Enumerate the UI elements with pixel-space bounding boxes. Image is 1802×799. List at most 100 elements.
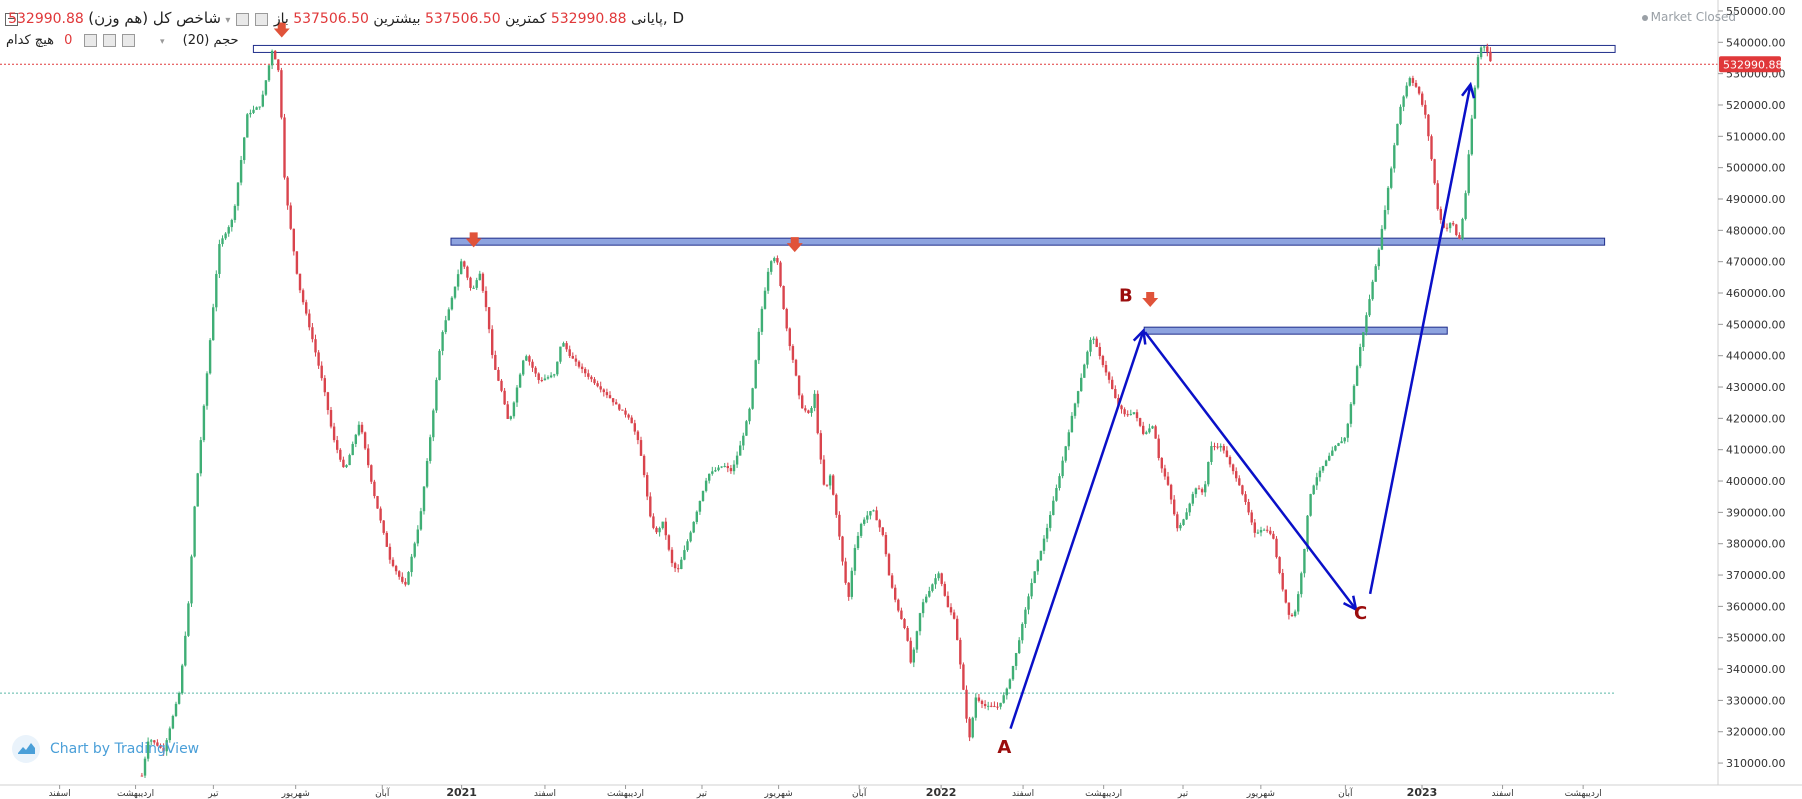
candle-body <box>1182 519 1185 525</box>
candle-body <box>1024 609 1027 624</box>
candle-body <box>233 205 237 220</box>
candle-body <box>664 521 668 536</box>
candle-body <box>940 573 943 584</box>
low-value: 532990.88 <box>550 11 627 27</box>
candle-body <box>208 340 212 374</box>
time-axis[interactable]: اسفند اردیبهشت تیر شهریور آبان 2021 اسفند اردیب… <box>49 785 1602 799</box>
candle-body <box>977 697 981 701</box>
wave-arrow-head <box>1132 327 1147 345</box>
candle-body <box>549 375 553 378</box>
candle-body <box>673 563 677 569</box>
wave-arrow-head <box>1342 595 1358 612</box>
candle-body <box>925 596 928 603</box>
candle-body <box>491 329 494 355</box>
candle-body <box>1331 450 1334 456</box>
candle-body <box>1002 695 1005 703</box>
volume-none-label: هیچ کدام <box>6 33 54 48</box>
wave-arrow-line[interactable] <box>1009 330 1145 729</box>
candle-body <box>825 484 829 486</box>
dropdown-chevron-icon[interactable]: ▾ <box>225 15 231 26</box>
candle-body <box>602 389 606 393</box>
candle-body <box>1219 445 1222 448</box>
candle-body <box>859 523 863 536</box>
candle-body <box>1080 377 1083 392</box>
settings-icon[interactable] <box>121 34 135 47</box>
candle-body <box>1489 51 1492 62</box>
candle-body <box>419 511 423 530</box>
candle-body <box>146 741 150 759</box>
candle-body <box>1228 456 1232 465</box>
collapse-legend-icon[interactable]: − <box>5 12 18 26</box>
candle-body <box>1169 484 1173 500</box>
candle-body <box>1114 389 1117 399</box>
candle-body <box>339 449 342 460</box>
price-axis[interactable]: 310000.00 320000.00 330000.00 340000.00 3500… <box>1718 5 1786 770</box>
candle-body <box>280 70 283 118</box>
candle-body <box>370 465 373 482</box>
candle-body <box>723 466 726 468</box>
candle-body <box>949 607 953 613</box>
candle-body <box>159 745 162 748</box>
candle-body <box>543 378 547 381</box>
candle-body <box>1262 529 1266 531</box>
hide-icon[interactable] <box>235 12 249 26</box>
candle-body <box>683 550 686 560</box>
candle-body <box>500 380 503 391</box>
y-tick-label: 490000.00 <box>1726 193 1786 206</box>
candle-body <box>618 404 621 410</box>
candle-body <box>701 490 705 501</box>
candle-body <box>1300 573 1303 595</box>
wave-arrow-line[interactable] <box>1144 331 1358 611</box>
dropdown-chevron-icon[interactable]: ▾ <box>159 37 165 47</box>
close-label: پایانی <box>631 11 663 27</box>
candle-body <box>1092 338 1095 340</box>
candle-body <box>277 59 280 71</box>
candle-body <box>314 339 317 353</box>
wave-arrows[interactable] <box>1009 81 1476 729</box>
candle-body <box>1433 159 1436 184</box>
candle-body <box>413 543 416 557</box>
candle-body <box>1111 379 1114 390</box>
settings-icon[interactable] <box>255 12 269 26</box>
candle-body <box>286 177 289 206</box>
resistance-zone[interactable] <box>450 237 1606 246</box>
candle-body <box>931 584 934 591</box>
candle-body <box>742 435 745 446</box>
candle-body <box>1200 489 1204 493</box>
candle-body <box>735 455 739 465</box>
candle-body <box>1321 465 1325 471</box>
candle-body <box>714 470 717 472</box>
candle-body <box>1411 78 1415 83</box>
candle-body <box>1086 351 1089 365</box>
down-arrow-marker-icon <box>786 237 803 253</box>
candle-body <box>534 367 537 374</box>
candle-body <box>649 496 652 517</box>
resistance-zone[interactable] <box>1143 326 1448 335</box>
candle-body <box>810 407 813 413</box>
wave-arrow-line[interactable] <box>1368 84 1472 595</box>
wave-arrow-head <box>1461 81 1476 99</box>
candle-body <box>1368 299 1371 316</box>
tradingview-watermark[interactable]: Chart by TradingView <box>12 735 199 763</box>
candle-body <box>401 576 404 582</box>
resistance-zones[interactable] <box>252 44 1616 335</box>
candle-body <box>1176 514 1179 529</box>
candle-body <box>863 519 866 524</box>
candle-body <box>215 273 218 308</box>
candle-body <box>587 373 590 377</box>
close-icon[interactable] <box>83 34 97 47</box>
candle-body <box>661 521 664 529</box>
candle-body <box>624 410 627 415</box>
candle-body <box>751 388 754 409</box>
candle-body <box>456 274 460 287</box>
current-price-badge: 532990.88 <box>1719 56 1783 73</box>
hide-icon[interactable] <box>102 34 116 47</box>
candle-body <box>379 508 382 521</box>
status-dot-icon <box>1641 14 1648 21</box>
candle-body <box>1315 477 1319 486</box>
resistance-zone[interactable] <box>252 44 1616 53</box>
candle-body <box>156 742 159 746</box>
current-price-badge-text: 532990.88 <box>1723 58 1783 71</box>
candle-body <box>512 402 516 417</box>
